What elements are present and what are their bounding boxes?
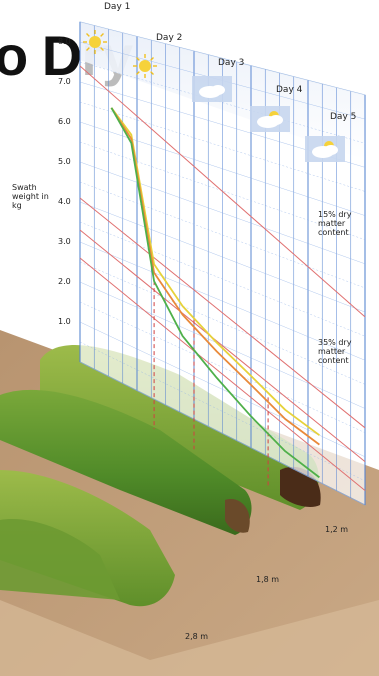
- y-tick-label: 7.0: [58, 77, 71, 86]
- y-tick-label: 8.0: [58, 37, 71, 46]
- sun-ray: [136, 57, 140, 61]
- y-tick-label: 4.0: [58, 197, 71, 206]
- y-axis-label: Swath weight in kg: [12, 183, 49, 210]
- y-tick-label: 1.0: [58, 317, 71, 326]
- width-label-2: 1,8 m: [256, 575, 280, 584]
- day-label-5: Day 5: [330, 112, 357, 122]
- sun-ray: [150, 71, 154, 75]
- y-tick-label: 3.0: [58, 237, 71, 246]
- cloud-puff: [211, 85, 225, 95]
- series-layer: [110, 107, 320, 479]
- swath-middle: [0, 389, 252, 535]
- sun-ray: [100, 47, 104, 51]
- y-tick-label: 2.0: [58, 277, 71, 286]
- sun-icon: [133, 54, 157, 78]
- cloud-icon: [192, 76, 232, 102]
- sun-icon: [83, 30, 107, 54]
- grid-line-horizontal: [79, 61, 366, 144]
- grid-line-horizontal: [79, 181, 366, 289]
- grid-line-horizontal: [79, 361, 366, 506]
- day-label-1: Day 1: [104, 2, 131, 12]
- sun-ray: [86, 33, 90, 37]
- cloud-sun-icon: [305, 136, 345, 162]
- day-label-2: Day 2: [156, 33, 183, 43]
- weather-icons-layer: [83, 30, 345, 162]
- reference-line: [79, 257, 366, 491]
- swath-back: [40, 344, 319, 510]
- sun-ray: [86, 47, 90, 51]
- swath-middle-end: [225, 499, 250, 533]
- reference-label-15: 15% dry matter content: [318, 210, 352, 237]
- width-label-1: 1,2 m: [325, 525, 349, 534]
- grid-line-horizontal: [79, 201, 366, 313]
- reference-line: [79, 65, 366, 318]
- reference-lines-layer: [79, 65, 366, 491]
- reference-label-35: 35% dry matter content: [318, 338, 352, 365]
- cloud-puff: [269, 115, 283, 125]
- day-label-3: Day 3: [218, 58, 245, 68]
- y-tick-label: 6.0: [58, 117, 71, 126]
- grid-line-horizontal: [79, 221, 366, 337]
- sun-ray: [100, 33, 104, 37]
- day-label-4: Day 4: [276, 85, 303, 95]
- sun-disc: [139, 60, 151, 72]
- swath-front-2: [0, 519, 120, 600]
- series-line-3: [110, 107, 320, 479]
- cloud-sun-icon: [250, 106, 290, 132]
- drop-lines-layer: [153, 281, 269, 487]
- sun-ray: [150, 57, 154, 61]
- sun-disc: [89, 36, 101, 48]
- grid-line-horizontal: [79, 101, 366, 192]
- reference-line: [79, 229, 366, 462]
- reference-line: [79, 197, 366, 429]
- grid-line-horizontal: [79, 341, 366, 482]
- y-tick-label: 5.0: [58, 157, 71, 166]
- grid-line-horizontal: [79, 301, 366, 433]
- width-label-3: 2,8 m: [185, 632, 209, 641]
- grid-line-horizontal: [79, 241, 366, 361]
- sun-ray: [136, 71, 140, 75]
- ground-shadow: [0, 600, 379, 676]
- cloud-puff: [324, 145, 338, 155]
- grid-line-horizontal: [79, 161, 366, 265]
